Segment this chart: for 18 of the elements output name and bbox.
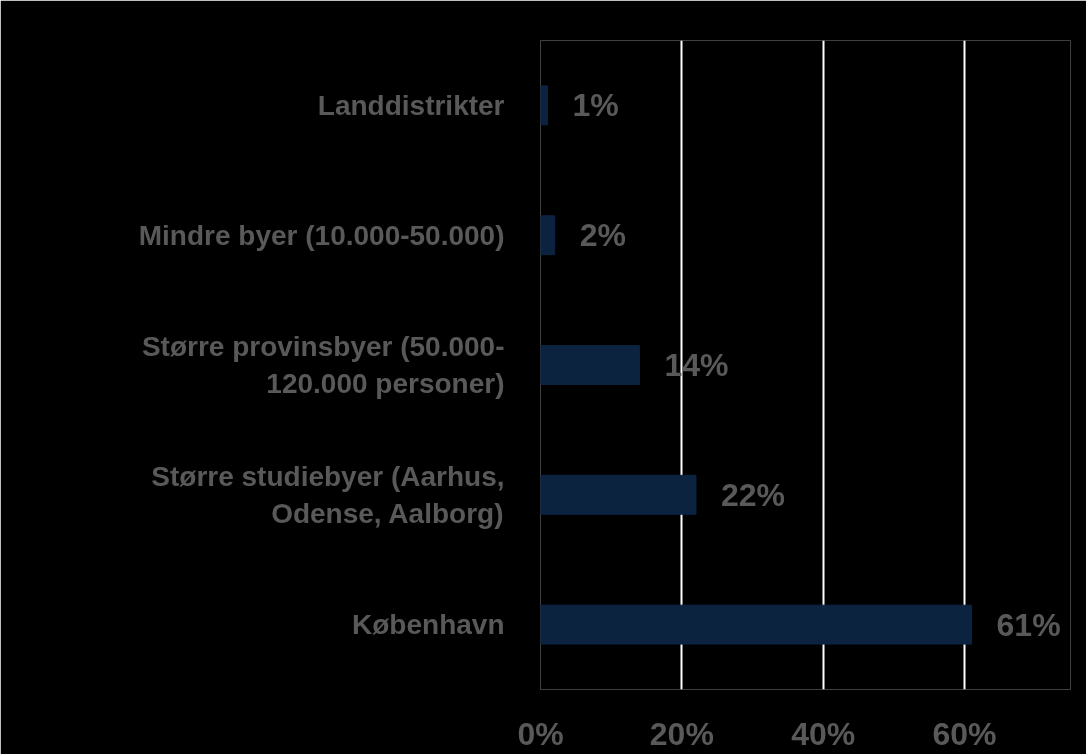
bar (540, 85, 549, 126)
y-tick-label: Mindre byer (10.000-50.000) (138, 219, 505, 251)
x-tick-label: 40% (791, 715, 856, 752)
data-label: 61% (996, 606, 1061, 643)
bar (540, 345, 640, 385)
data-label: 1% (572, 87, 619, 124)
bar (540, 215, 556, 256)
x-tick-label: 60% (932, 715, 997, 752)
x-tick-label: 0% (517, 715, 564, 752)
data-label: 22% (720, 476, 786, 513)
bar (540, 474, 697, 515)
x-tick-label: 20% (649, 715, 714, 752)
y-tick-label: Større provinsbyer (50.000- 120.000 personer) (141, 330, 505, 400)
data-label: 2% (579, 217, 626, 254)
bar (540, 604, 973, 645)
y-tick-label: Større studiebyer (Aarhus, Odense, Aalborg) (151, 460, 505, 529)
y-tick-label: Landdistrikter (317, 89, 505, 121)
y-tick-label: København (352, 609, 505, 641)
